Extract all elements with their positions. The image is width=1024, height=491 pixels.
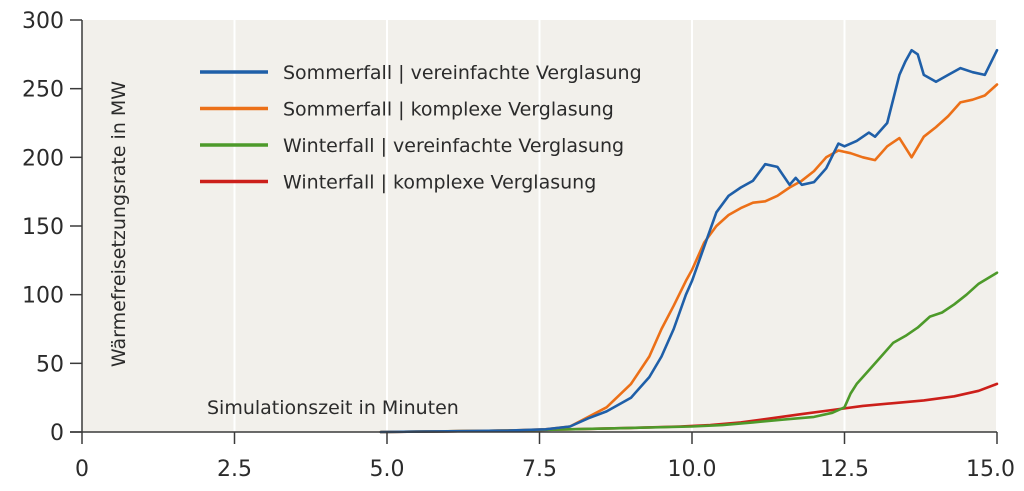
x-axis-title: Simulationszeit in Minuten: [207, 397, 459, 419]
y-axis-title: Wärmefreisetzungsrate in MW: [108, 81, 130, 367]
y-tick-label: 0: [50, 421, 64, 446]
legend: Sommerfall | vereinfachte Verglasung Somm…: [200, 62, 642, 194]
legend-label: Winterfall | komplexe Verglasung: [283, 172, 596, 194]
x-tick-label: 15.0: [966, 457, 1015, 482]
legend-label: Sommerfall | komplexe Verglasung: [283, 99, 614, 121]
legend-label: Sommerfall | vereinfachte Verglasung: [283, 62, 642, 84]
y-tick-label: 200: [22, 146, 64, 171]
x-tick-label: 0: [75, 457, 89, 482]
x-tick-label: 5.0: [370, 457, 405, 482]
y-tick-labels: 0 50 100 150 200 250 300: [22, 9, 82, 446]
y-tick-label: 250: [22, 78, 64, 103]
grid-lines: [233, 20, 998, 432]
x-tick-label: 12.5: [820, 457, 869, 482]
x-tick-label: 10.0: [668, 457, 717, 482]
y-tick-label: 50: [36, 352, 64, 377]
x-tick-label: 2.5: [217, 457, 252, 482]
x-tick-label: 7.5: [522, 457, 557, 482]
y-tick-label: 100: [22, 284, 64, 309]
series-line: [379, 83, 999, 434]
y-tick-label: 300: [22, 9, 64, 34]
y-tick-label: 150: [22, 215, 64, 240]
series-line: [379, 48, 999, 434]
legend-label: Winterfall | vereinfachte Verglasung: [283, 135, 624, 157]
series-lines: [379, 48, 999, 434]
x-tick-labels: 0 2.5 5.0 7.5 10.0 12.5 15.0: [75, 432, 1015, 482]
series-line: [379, 271, 999, 434]
